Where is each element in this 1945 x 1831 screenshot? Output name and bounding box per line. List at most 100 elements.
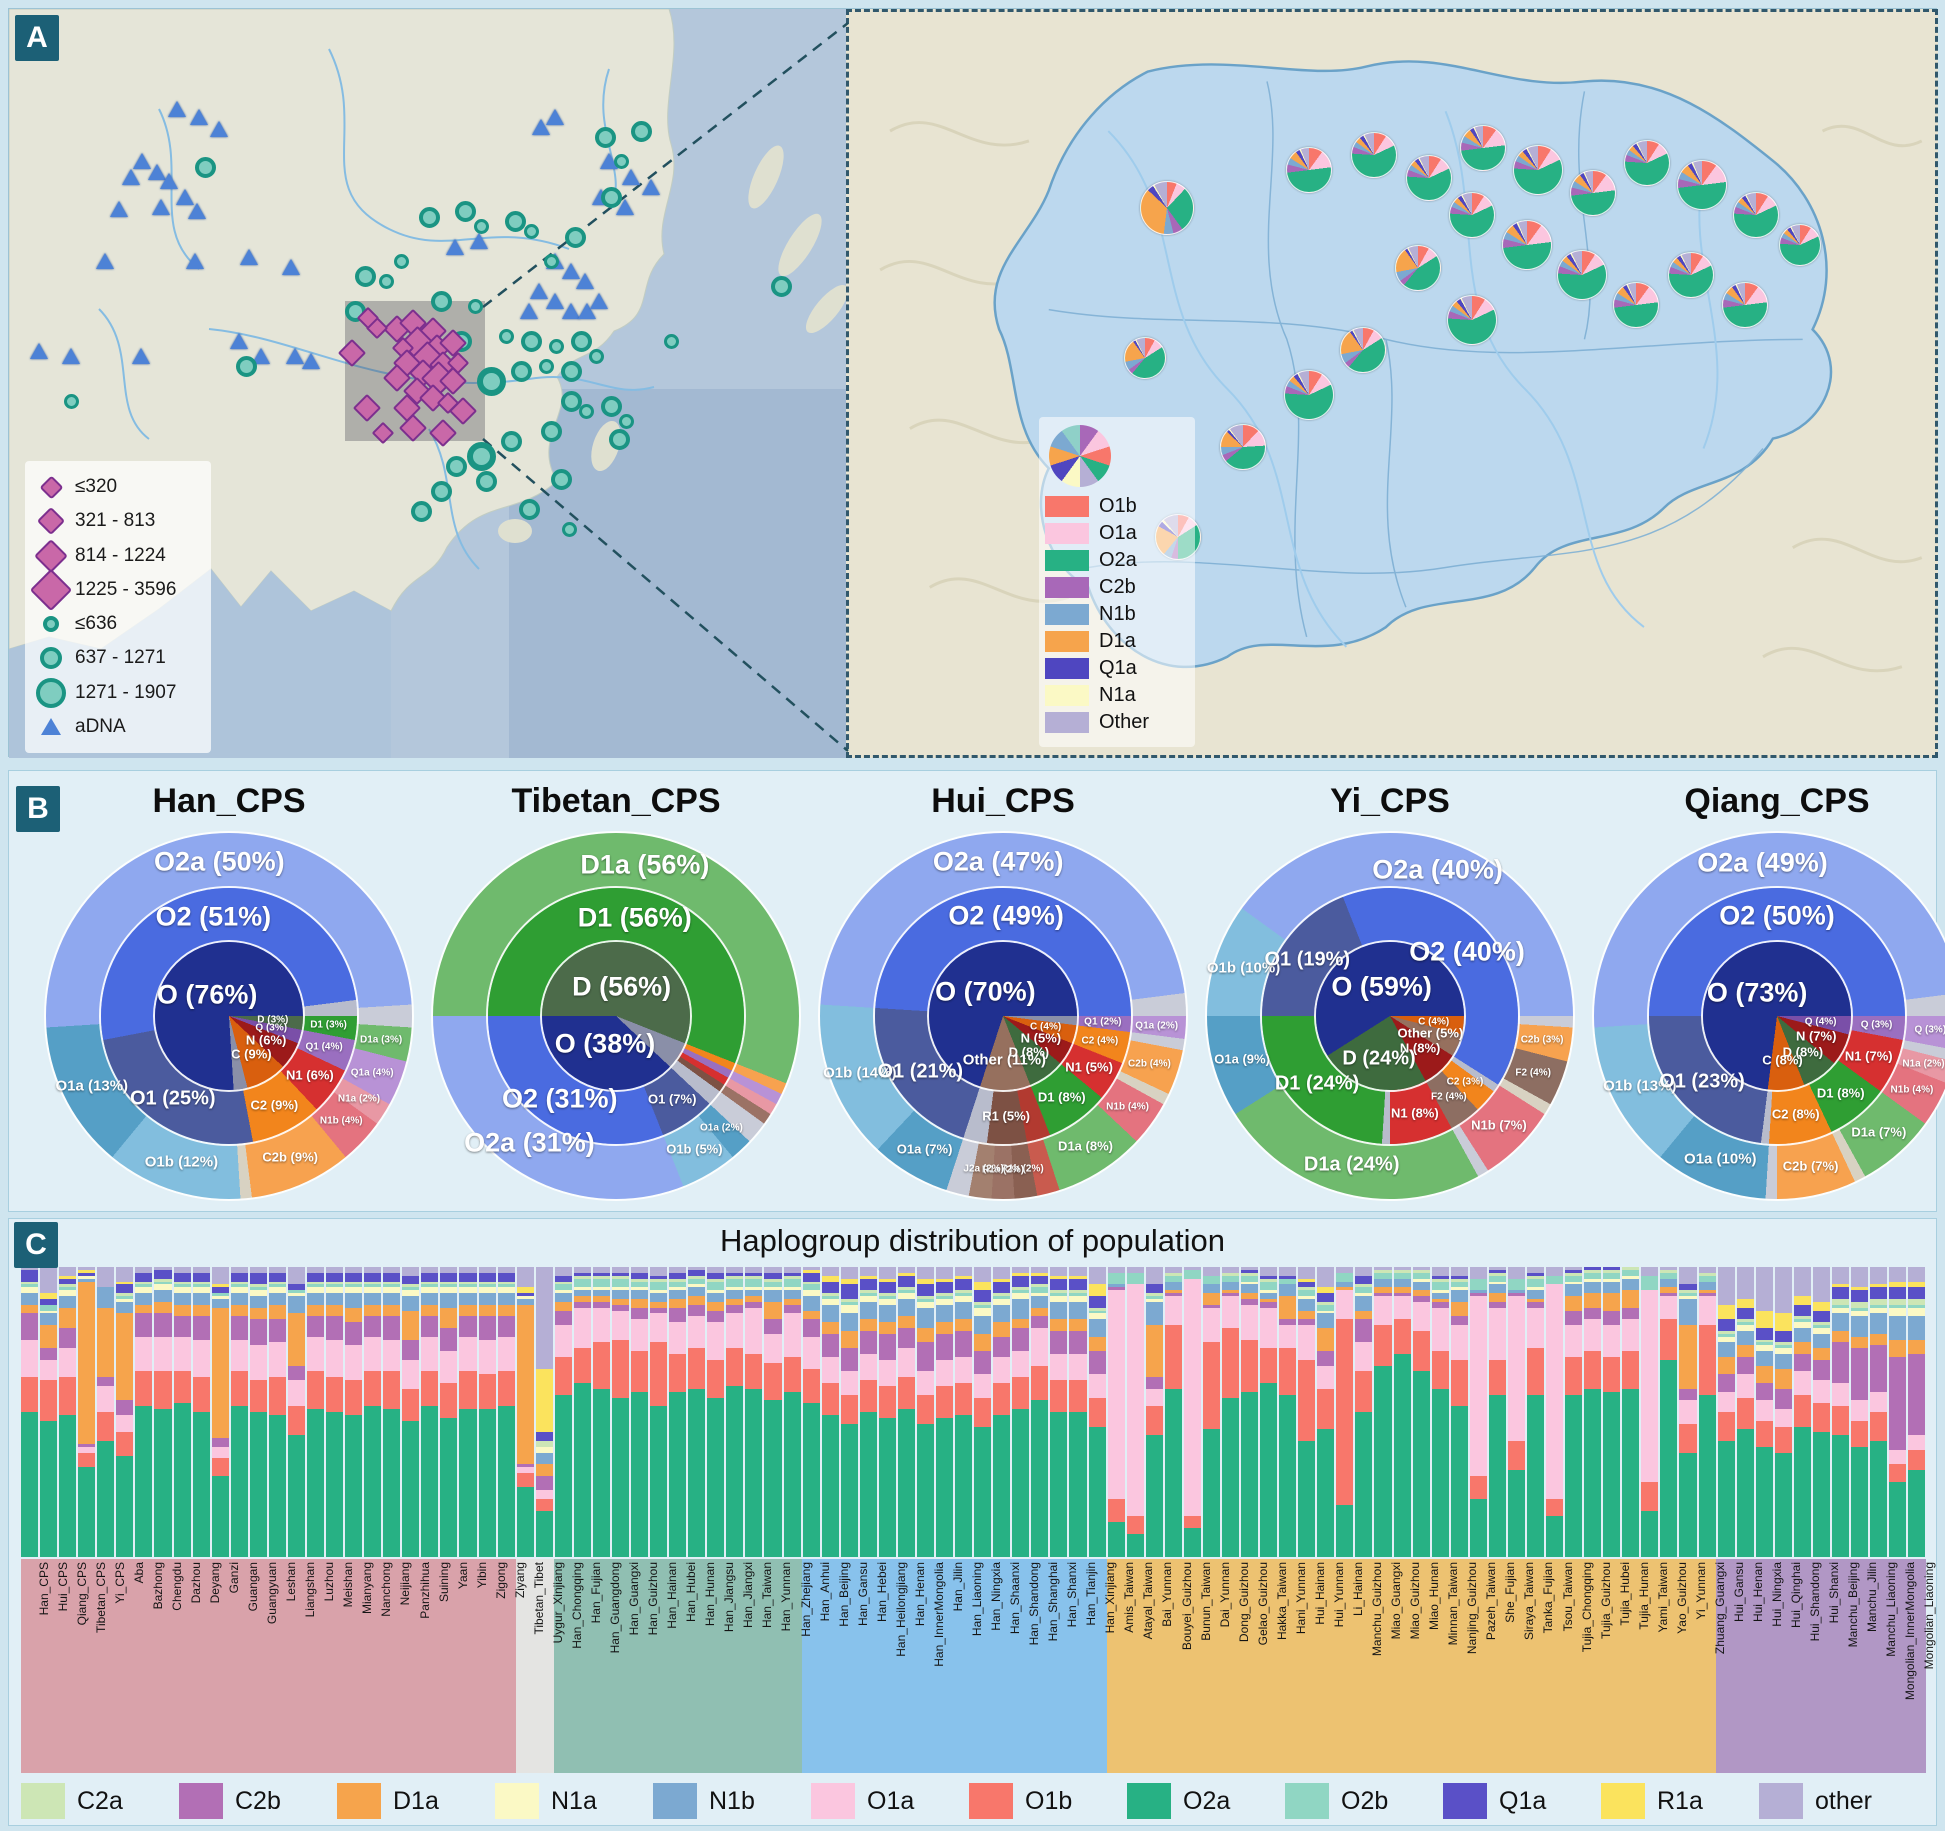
bar-segment-C2a [611, 1275, 629, 1279]
bar-segment-O2b [1088, 1310, 1106, 1314]
population-label: Han_Guizhou [646, 1562, 661, 1636]
bar-segment-O1a [173, 1336, 191, 1372]
bar-segment-N1a [1831, 1307, 1849, 1314]
bar-segment-C2a [1431, 1278, 1449, 1282]
bar-segment-O1a [650, 1313, 668, 1343]
bar-segment-N1b [764, 1290, 782, 1302]
bar-segment-O2b [1450, 1281, 1468, 1288]
map-legend-row: ≤636 [33, 608, 203, 640]
population-bar-han_anhui [802, 1267, 820, 1557]
bar-segment-O1b [21, 1377, 39, 1412]
bar-segment-C2a [1412, 1269, 1430, 1273]
bar-segment-R1a [1317, 1287, 1335, 1294]
bar-segment-R1a [840, 1278, 858, 1285]
population-label: Han_Xinjiang [1103, 1562, 1118, 1634]
sunburst-title: Han_CPS [152, 781, 306, 820]
bar-segment-O1a [1221, 1296, 1239, 1328]
bar-segment-N1a [897, 1293, 915, 1299]
bar-segment-N1b [1374, 1278, 1392, 1288]
bar-segment-N1a [707, 1290, 725, 1294]
bar-segment-other [497, 1267, 515, 1273]
population-bar-han_taiwan [745, 1267, 763, 1557]
population-label: Han_Gansu [855, 1562, 870, 1627]
bar-segment-D1a [936, 1322, 954, 1334]
bar-segment-C2a [993, 1293, 1011, 1297]
bar-segment-O1a [21, 1339, 39, 1378]
population-bar-dong_guizhou [1221, 1267, 1239, 1557]
bar-segment-O2a [192, 1412, 210, 1557]
bar-segment-O1b [764, 1362, 782, 1401]
bar-segment-O1b [1660, 1319, 1678, 1360]
bar-segment-other [1488, 1267, 1506, 1270]
bar-segment-Q1a [878, 1281, 896, 1294]
population-bar-han_jiangsu [707, 1267, 725, 1557]
bar-segment-N1b [1469, 1290, 1487, 1294]
bar-segment-C2b [1851, 1348, 1869, 1401]
bar-segment-C2b [897, 1327, 915, 1349]
bar-segment-C2a [1698, 1272, 1716, 1276]
bar-segment-O1a [440, 1351, 458, 1384]
population-pie-chart [1394, 244, 1441, 291]
sunburst-segment-label: R1a (2%) [981, 1164, 1025, 1176]
diamond-marker-icon [34, 538, 68, 573]
bar-segment-O2a [650, 1406, 668, 1557]
bar-segment-O1b [783, 1356, 801, 1392]
bar-segment-O1b [383, 1371, 401, 1410]
sample-pie-icon [1049, 425, 1111, 487]
bar-segment-other [383, 1267, 401, 1273]
bar-segment-other [1507, 1267, 1525, 1279]
bar-segment-C2a [650, 1278, 668, 1282]
modern-sample-circle-marker [393, 253, 409, 269]
bar-segment-C2b [1012, 1327, 1030, 1352]
bar-segment-N1a [1488, 1281, 1506, 1285]
bar-segment-C2a [1241, 1272, 1259, 1276]
bar-segment-O2a [1050, 1412, 1068, 1557]
bar-segment-Q1a [1565, 1269, 1583, 1273]
bar-segment-N1b [459, 1293, 477, 1305]
bar-segment-Q1a [688, 1269, 706, 1276]
bar-segment-O2a [783, 1391, 801, 1557]
bar-segment-O2a [249, 1412, 267, 1557]
population-group-band [516, 1559, 555, 1773]
bar-segment-O2b [897, 1290, 915, 1294]
bar-segment-D1a [1145, 1325, 1163, 1378]
population-label: Han_Zhejiang [798, 1562, 813, 1637]
bar-segment-O2b [955, 1293, 973, 1297]
bar-segment-N1b [1221, 1281, 1239, 1291]
modern-sample-circle-marker [600, 395, 622, 417]
bar-segment-O2a [1660, 1359, 1678, 1557]
bar-segment-O2a [535, 1510, 553, 1557]
population-label: Ziyang [512, 1562, 527, 1599]
bar-segment-O2b [1241, 1275, 1259, 1282]
bar-segment-D1a [1908, 1339, 1926, 1355]
modern-sample-circle-marker [570, 330, 592, 352]
adna-triangle-marker [302, 353, 320, 369]
bar-segment-O1a [287, 1380, 305, 1407]
bar-segment-N1b [936, 1304, 954, 1323]
bar-segment-O2a [1145, 1435, 1163, 1557]
bar-segment-O2b [726, 1278, 744, 1288]
adna-triangle-marker [186, 253, 204, 269]
population-label: Amis_Taiwan [1122, 1562, 1137, 1633]
population-label: Han_Hubei [684, 1562, 699, 1623]
bar-segment-N1a [916, 1301, 934, 1308]
bar-segment-N1a [955, 1296, 973, 1302]
bar-segment-other [306, 1267, 324, 1273]
bar-segment-Q1a [974, 1290, 992, 1302]
population-bar-yaan [440, 1267, 458, 1557]
bar-segment-O2a [1870, 1441, 1888, 1557]
bar-segment-O1b [1565, 1356, 1583, 1395]
bar-segment-D1a [1870, 1333, 1888, 1346]
bar-segment-C2b [1793, 1354, 1811, 1372]
bar-segment-C2b [1698, 1293, 1716, 1297]
bar-segment-O1a [192, 1339, 210, 1378]
inset-legend-row: Q1a [1045, 655, 1189, 682]
bar-segment-C2b [1755, 1383, 1773, 1401]
bar-segment-O1a [1774, 1409, 1792, 1427]
bar-segment-N1a [573, 1287, 591, 1291]
bar-segment-other [936, 1267, 954, 1279]
population-label: Bouyei_Guizhou [1179, 1562, 1194, 1651]
bar-segment-O1b [974, 1397, 992, 1427]
bar-segment-O2a [440, 1417, 458, 1557]
bar-segment-O2a [1164, 1388, 1182, 1557]
